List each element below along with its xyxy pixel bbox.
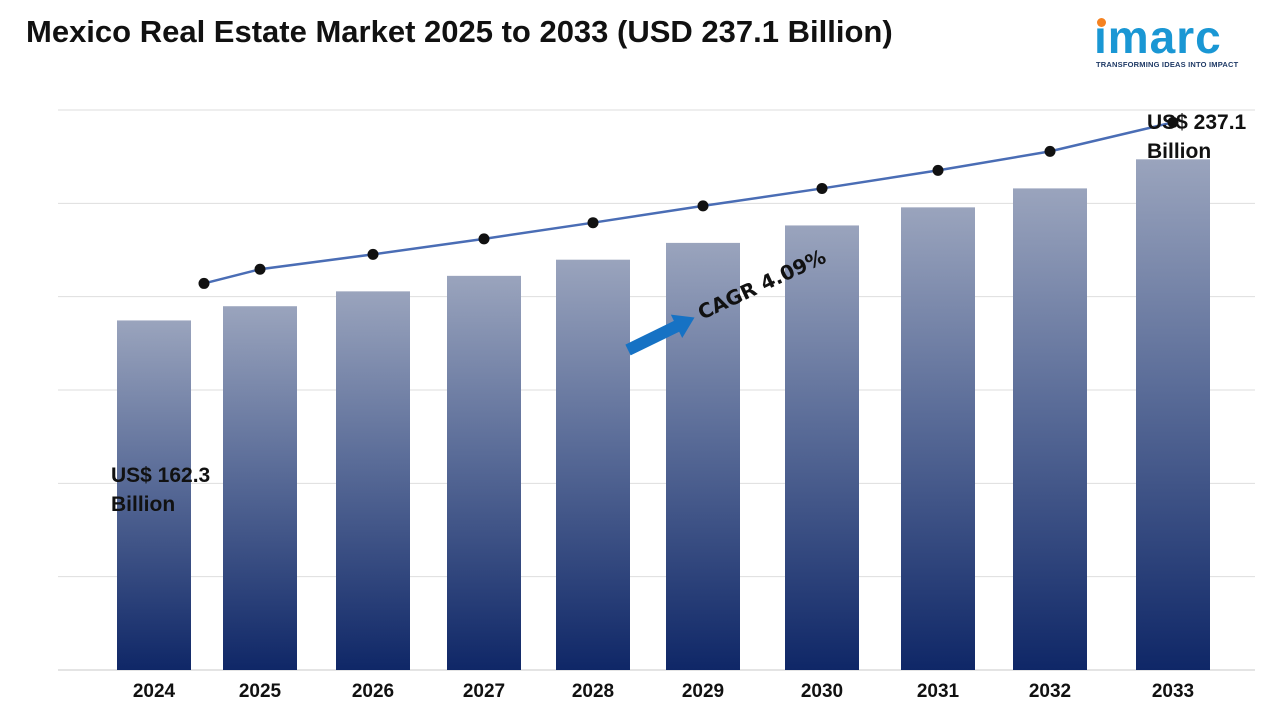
page-title: Mexico Real Estate Market 2025 to 2033 (… (26, 14, 893, 49)
x-tick-label: 2031 (917, 681, 960, 702)
cagr-arrow-head (670, 314, 695, 339)
logo-wordmark: ımarc (1094, 11, 1222, 63)
trend-marker-2032 (1044, 145, 1056, 157)
bar-2029 (666, 242, 740, 670)
start-value-label: US$ 162.3 (111, 464, 210, 487)
x-tick-label: 2029 (682, 681, 724, 702)
logo-dot-icon (1097, 18, 1106, 27)
trend-line (203, 121, 1174, 285)
trend-marker-2026 (367, 248, 379, 260)
bar-2028 (556, 259, 630, 670)
x-tick-label: 2026 (352, 681, 394, 702)
bar-2025 (223, 306, 297, 670)
trend-marker-2027 (478, 233, 490, 245)
bar-2024 (117, 320, 191, 670)
trend-marker-2031 (932, 164, 944, 176)
x-tick-label: 2032 (1029, 681, 1071, 702)
trend-marker-2025 (254, 263, 266, 275)
imarc-logo: ımarc TRANSFORMING IDEAS INTO IMPACT (1090, 12, 1260, 74)
bar-2026 (336, 291, 410, 670)
bar-2032 (1013, 188, 1087, 670)
trend-marker-2029 (697, 200, 709, 212)
trend-marker-2030 (816, 182, 828, 194)
x-tick-label: 2028 (572, 681, 614, 702)
x-tick-label: 2027 (463, 681, 505, 702)
bars (117, 159, 1210, 671)
trend-marker-2033 (1167, 116, 1179, 128)
bar-2027 (447, 275, 521, 670)
trend-marker-2028 (587, 217, 599, 229)
x-tick-label: 2025 (239, 681, 282, 702)
end-value-label: US$ 237.1 (1147, 111, 1247, 134)
logo-tagline: TRANSFORMING IDEAS INTO IMPACT (1096, 60, 1239, 69)
x-tick-label: 2024 (133, 681, 176, 702)
bar-2031 (901, 207, 975, 670)
trend-marker-2024 (198, 277, 210, 289)
bar-2030 (785, 225, 859, 670)
x-tick-label: 2033 (1152, 681, 1194, 702)
trend-line-group (198, 116, 1179, 289)
x-tick-label: 2030 (801, 681, 843, 702)
end-value-unit: Billion (1147, 140, 1211, 163)
bar-2033 (1136, 159, 1210, 671)
cagr-arrow-shaft (625, 320, 681, 356)
cagr-arrow-icon (625, 314, 695, 356)
start-value-unit: Billion (111, 493, 175, 516)
